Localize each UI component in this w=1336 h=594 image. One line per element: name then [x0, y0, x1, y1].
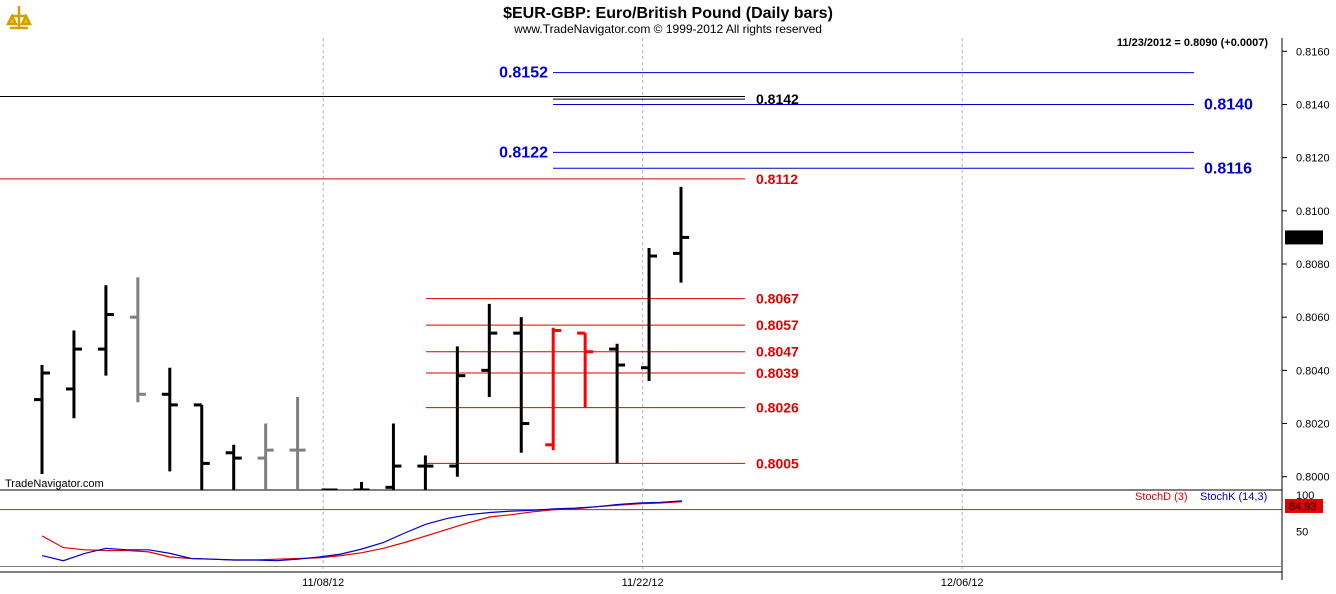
- watermark-text: TradeNavigator.com: [5, 478, 104, 490]
- level-label: 0.8116: [1204, 160, 1252, 177]
- ohlc-bar: [353, 482, 370, 490]
- copyright-text: www.TradeNavigator.com © 1999-2012 All r…: [513, 22, 822, 36]
- ohlc-bar: [225, 444, 242, 490]
- last-price-label: 0.8090: [1288, 232, 1322, 244]
- y-tick-label: 0.8040: [1296, 365, 1330, 377]
- ohlc-bar: [513, 317, 530, 453]
- level-label: 0.8005: [756, 455, 799, 471]
- level-label: 0.8026: [756, 400, 799, 416]
- ohlc-bar: [289, 396, 306, 490]
- date-axis: 11/08/12 11/22/12 12/06/12: [302, 577, 983, 589]
- stoch-line-d: [41, 501, 683, 561]
- stoch-last-label: 84.93: [1289, 501, 1317, 513]
- app-logo-icon: [4, 3, 34, 33]
- y-tick-label: 0.8020: [1296, 419, 1330, 431]
- level-label: 0.8142: [756, 91, 799, 107]
- x-tick-label: 11/22/12: [622, 577, 664, 589]
- stoch-line-k: [41, 500, 683, 562]
- price-pane: [0, 38, 1282, 490]
- ohlc-bars: [34, 186, 689, 490]
- chart-title: $EUR-GBP: Euro/British Pound (Daily bars…: [503, 5, 833, 22]
- level-label: 0.8047: [756, 344, 799, 360]
- level-label: 0.8039: [756, 365, 799, 381]
- legend-stochk: StochK (14,3): [1200, 491, 1267, 503]
- y-tick-label: 0.8100: [1296, 206, 1330, 218]
- last-quote-text: 11/23/2012 = 0.8090 (+0.0007): [1117, 37, 1268, 49]
- ohlc-bar: [481, 303, 498, 397]
- level-label: 0.8112: [756, 171, 798, 187]
- y-tick-label: 0.8000: [1296, 472, 1330, 484]
- ohlc-bar: [673, 186, 689, 283]
- ohlc-bar: [385, 423, 402, 490]
- last-price-box: [1285, 230, 1323, 245]
- y-tick-label: 0.8140: [1296, 99, 1330, 111]
- ohlc-bar: [97, 285, 114, 376]
- ohlc-bar: [129, 277, 146, 403]
- y-tick-label: 0.8120: [1296, 153, 1330, 165]
- stoch-last-box: [1285, 498, 1323, 513]
- ohlc-bar: [609, 343, 626, 464]
- level-label: 0.8057: [756, 317, 799, 333]
- legend-stochd: StochD (3): [1135, 491, 1188, 503]
- y-tick-label: 0.8080: [1296, 259, 1330, 271]
- level-label: 0.8152: [499, 65, 548, 82]
- ohlc-bar: [193, 403, 210, 490]
- price-axis: 0.8160 0.8140 0.8120 0.8100 0.8080 0.8060 0.80…: [1282, 46, 1330, 484]
- y-tick-label: 0.8060: [1296, 312, 1330, 324]
- ohlc-bar: [417, 455, 434, 490]
- grid-lines: [322, 38, 963, 572]
- level-lines: 0.8152 0.8142 0.8140 0.8122 0.8116 0.8112 0.80…: [0, 65, 1253, 471]
- stoch-y-tick-label: 50: [1296, 527, 1308, 539]
- ohlc-bar: [34, 365, 50, 475]
- y-tick-label: 0.8160: [1296, 46, 1330, 58]
- ohlc-bar: [65, 330, 82, 419]
- ohlc-bar: [449, 346, 466, 477]
- ohlc-bar: [545, 327, 562, 451]
- ohlc-bar: [257, 423, 274, 490]
- ohlc-bar: [577, 331, 594, 408]
- level-label: 0.8122: [499, 144, 548, 161]
- ohlc-bar: [641, 248, 658, 381]
- ohlc-bar: [321, 488, 338, 490]
- level-label: 0.8067: [756, 291, 799, 307]
- x-tick-label: 12/06/12: [941, 577, 984, 589]
- ohlc-bar: [161, 367, 178, 472]
- level-label: 0.8140: [1204, 96, 1253, 113]
- x-tick-label: 11/08/12: [302, 577, 344, 589]
